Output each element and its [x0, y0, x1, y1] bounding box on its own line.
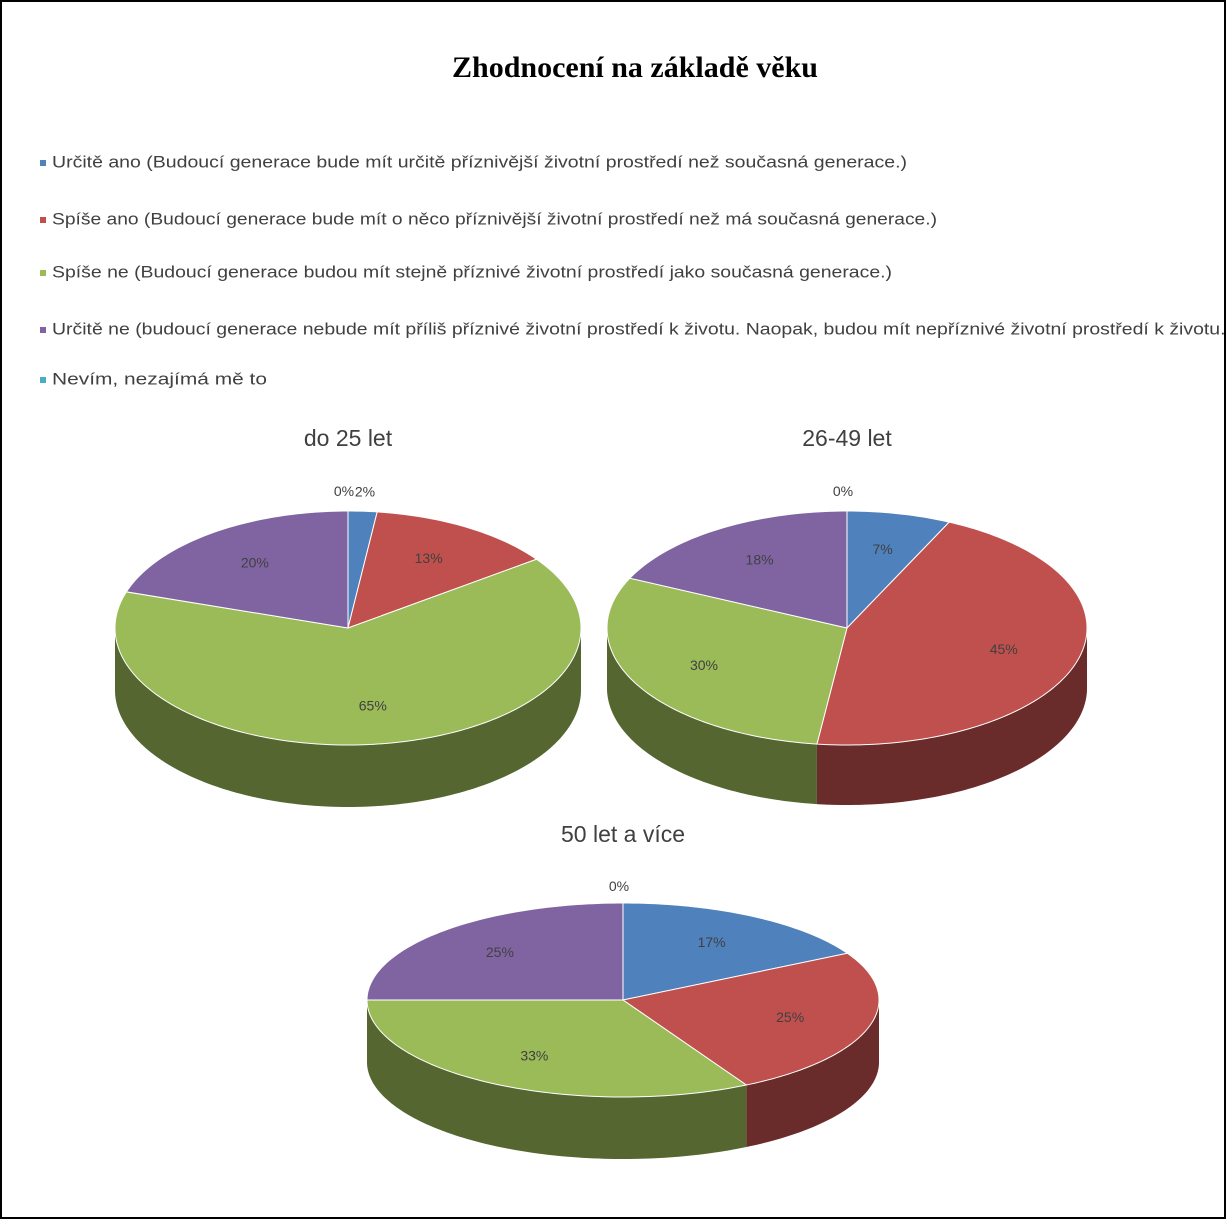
pie-side-shade — [816, 628, 1087, 805]
pie-side-shade — [367, 1000, 747, 1159]
data-label: 2% — [355, 483, 375, 499]
data-label: 13% — [415, 550, 443, 566]
pie-slice — [114, 558, 582, 746]
data-label: 20% — [241, 554, 269, 570]
data-label: 18% — [746, 552, 774, 568]
chart-title: Zhodnocení na základě věku — [452, 51, 818, 84]
data-label: 45% — [990, 641, 1018, 657]
pie-slice — [347, 511, 538, 629]
data-label: 25% — [486, 944, 514, 960]
pie-slice — [606, 577, 848, 745]
pie-side — [746, 1000, 879, 1148]
pie-slice — [846, 510, 951, 630]
pie-title: do 25 let — [304, 425, 393, 451]
data-label: 0% — [609, 878, 629, 894]
pie-slice — [628, 510, 848, 629]
legend-label: Nevím, nezajímá mě to — [52, 369, 267, 388]
pie-slice — [125, 510, 349, 629]
pie-slice — [622, 902, 849, 1001]
legend-label: Určitě ano (Budoucí generace bude mít ur… — [52, 152, 907, 171]
pie-slice — [366, 999, 748, 1098]
legend-label: Spíše ano (Budoucí generace bude mít o n… — [52, 209, 937, 228]
legend-swatch — [40, 217, 46, 223]
pie-title: 50 let a více — [561, 821, 685, 847]
pie-slice — [621, 952, 880, 1086]
legend-swatch — [40, 270, 46, 276]
legend-swatch — [40, 160, 46, 166]
pie-side-shade — [607, 628, 817, 805]
data-label: 25% — [776, 1009, 804, 1025]
pie-side — [816, 628, 1087, 805]
pie-title: 26-49 let — [802, 425, 892, 451]
data-label: 0% — [334, 483, 354, 499]
legend-swatch — [40, 377, 46, 383]
data-label: 0% — [833, 483, 853, 499]
legend-label: Spíše ne (Budoucí generace budou mít ste… — [52, 262, 892, 281]
pie-slice — [816, 521, 1088, 746]
pie-side-shade — [746, 1000, 879, 1148]
legend-swatch — [40, 327, 46, 333]
legend-label: Určitě ne (budoucí generace nebude mít p… — [52, 319, 1226, 338]
data-label: 30% — [690, 657, 718, 673]
data-label: 33% — [520, 1047, 548, 1063]
data-label: 17% — [698, 934, 726, 950]
data-label: 65% — [359, 697, 387, 713]
pie-side — [115, 628, 581, 807]
pie-side — [367, 1000, 747, 1159]
pie-side-shade — [115, 628, 581, 807]
pie-side — [607, 628, 817, 805]
data-label: 7% — [872, 541, 892, 557]
pie-slice — [366, 902, 624, 1001]
